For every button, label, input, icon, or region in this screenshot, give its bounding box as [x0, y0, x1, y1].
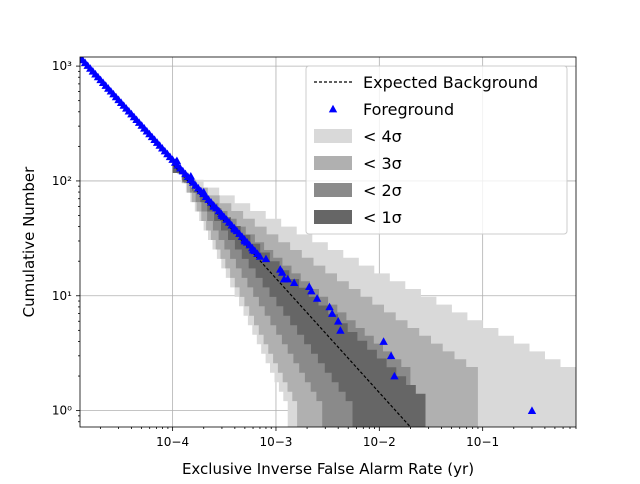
legend-label: < 3σ — [363, 154, 402, 173]
foreground-marker — [240, 236, 250, 245]
foreground-marker — [199, 187, 208, 196]
foreground-marker — [289, 278, 299, 287]
foreground-marker — [336, 326, 345, 334]
y-tick-label: 10² — [52, 174, 72, 188]
legend: Expected Background Foreground < 4σ < 3σ < 2… — [305, 65, 568, 235]
foreground-marker — [333, 317, 343, 325]
y-tick-label: 10³ — [52, 59, 72, 73]
axis-ticks: 10−4 10−3 10−2 10−1 10⁰ 10¹ 10² 10³ — [52, 59, 577, 449]
legend-box — [305, 65, 568, 235]
x-axis-label: Exclusive Inverse False Alarm Rate (yr) — [182, 460, 474, 478]
foreground-marker — [261, 254, 271, 263]
foreground-marker — [386, 351, 396, 360]
legend-handle-patch — [314, 156, 352, 170]
foreground-marker — [186, 171, 196, 180]
foreground-marker — [307, 286, 316, 295]
sigma-band-3 — [172, 164, 478, 427]
legend-label: Expected Background — [363, 73, 538, 92]
x-tick-label: 10−2 — [363, 435, 396, 449]
legend-label: < 2σ — [363, 181, 402, 200]
foreground-dense-marker — [255, 252, 265, 260]
x-tick-label: 10−1 — [466, 435, 499, 449]
foreground-marker — [327, 309, 337, 317]
foreground-marker — [379, 337, 388, 345]
foreground-marker — [283, 274, 292, 283]
expected-background-line — [172, 163, 411, 427]
y-tick-label: 10¹ — [52, 289, 72, 303]
y-tick-label: 10⁰ — [52, 404, 72, 418]
foreground-marker — [248, 245, 258, 254]
foreground-marker — [172, 156, 182, 165]
foreground-marker — [278, 268, 287, 276]
foreground-marker — [312, 294, 322, 302]
foreground-marker — [217, 211, 227, 219]
legend-label: Foreground — [363, 100, 454, 119]
x-tick-label: 10−4 — [156, 435, 189, 449]
foreground-marker — [230, 224, 240, 233]
plot-frame — [79, 56, 577, 428]
legend-label: < 4σ — [363, 127, 402, 146]
legend-handle-patch — [314, 183, 352, 197]
y-axis-label: Cumulative Number — [20, 166, 38, 317]
foreground-marker — [325, 302, 334, 311]
legend-handle-patch — [314, 129, 352, 143]
foreground-marker — [209, 202, 218, 210]
legend-label: < 1σ — [363, 208, 402, 227]
foreground-marker — [527, 406, 537, 414]
foreground-marker — [390, 371, 399, 380]
x-tick-label: 10−3 — [259, 435, 292, 449]
expected-background-group — [172, 163, 411, 427]
legend-handle-patch — [314, 210, 352, 224]
foreground-points — [80, 57, 537, 414]
legend-handle-foreground — [328, 104, 338, 113]
